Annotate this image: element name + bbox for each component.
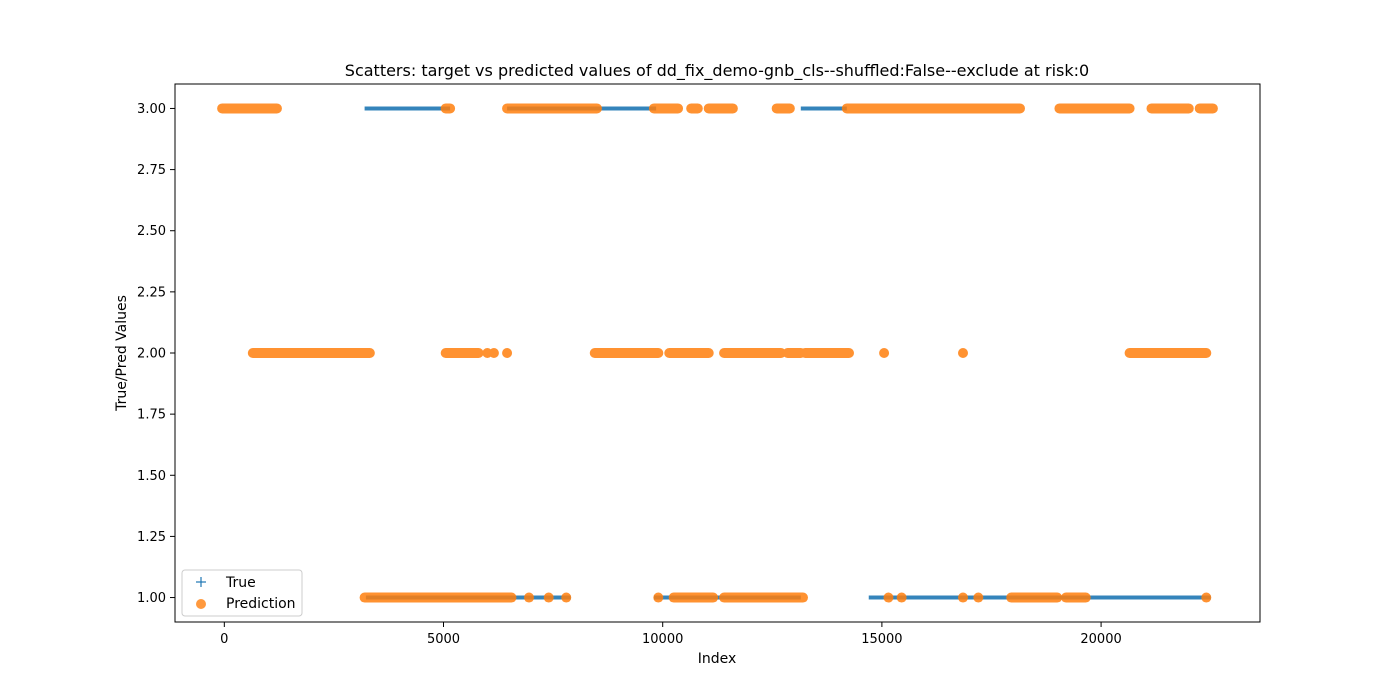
legend-box [181,569,303,617]
plot-marks [217,103,1218,603]
chart-title: Scatters: target vs predicted values of … [345,61,1089,81]
x-tick-label: 0 [220,632,228,647]
legend-marker-prediction [196,599,206,609]
prediction-point [957,348,968,358]
y-tick-label: 1.25 [137,530,166,545]
prediction-point [502,348,513,358]
y-tick-label: 3.00 [137,102,166,117]
x-tick-label: 15000 [861,632,902,647]
prediction-point [957,592,968,603]
y-tick-label: 2.00 [137,347,166,362]
y-tick-label: 1.00 [137,591,166,606]
x-axis: 0 5000 10000 15000 20000 [220,622,1122,647]
y-tick-label: 1.75 [137,408,166,423]
prediction-point [488,348,499,358]
x-tick-label: 5000 [427,632,460,647]
x-axis-label: Index [698,651,737,667]
y-tick-label: 1.50 [137,469,166,484]
prediction-point [879,348,890,358]
y-tick-label: 2.25 [137,285,166,300]
prediction-point [883,592,894,603]
prediction-point [896,592,907,603]
prediction-point [543,592,554,603]
x-tick-label: 10000 [642,632,683,647]
prediction-point [973,592,984,603]
prediction-point [561,592,572,603]
legend-label-prediction: Prediction [226,596,296,612]
y-axis: 1.00 1.25 1.50 1.75 2.00 2.25 2.50 2.75 3.00 [137,102,175,606]
series-prediction [217,103,1218,603]
legend-label-true: True [225,575,256,591]
legend: True Prediction [181,569,303,617]
x-tick-label: 20000 [1080,632,1121,647]
y-tick-label: 2.50 [137,224,166,239]
prediction-point [653,592,664,603]
legend-marker-true [196,577,206,587]
prediction-point [523,592,534,603]
y-tick-label: 2.75 [137,163,166,178]
y-axis-label: True/Pred Values [114,295,130,412]
prediction-point [1201,592,1212,603]
